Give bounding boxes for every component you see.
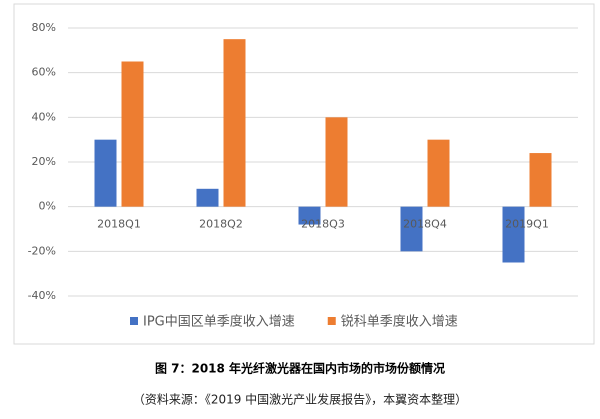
y-tick-label: 20%: [32, 155, 56, 168]
bar: [529, 153, 552, 207]
bar: [325, 117, 348, 207]
bar: [298, 206, 321, 225]
bar: [427, 139, 450, 207]
legend-label: 锐科单季度收入增速: [341, 314, 458, 330]
source: （资料来源：《2019 中国激光产业发展报告》，本翼资本整理）: [133, 392, 467, 407]
bar: [94, 139, 117, 207]
legend-swatch: [130, 317, 138, 325]
y-tick-label: 80%: [32, 21, 56, 34]
chart-frame: [13, 3, 595, 345]
bar: [223, 39, 246, 207]
y-tick-label: -40%: [28, 289, 56, 302]
y-tick-label: 40%: [32, 110, 56, 123]
bar: [502, 206, 525, 263]
bar: [400, 206, 423, 252]
caption: 图 7：2018 年光纤激光器在国内市场的市场份额情况: [155, 361, 445, 376]
legend-label: IPG中国区单季度收入增速: [143, 314, 295, 330]
y-tick-label: 60%: [32, 66, 56, 79]
x-tick-label: 2018Q3: [301, 218, 345, 231]
x-tick-label: 2019Q1: [505, 218, 549, 231]
x-tick-label: 2018Q1: [97, 218, 141, 231]
y-tick-label: -20%: [28, 244, 56, 257]
legend-swatch: [327, 317, 336, 325]
y-tick-label: 0%: [39, 200, 56, 213]
x-tick-label: 2018Q4: [403, 218, 447, 231]
bar: [121, 61, 144, 207]
bar: [196, 188, 219, 207]
x-tick-label: 2018Q2: [199, 218, 243, 231]
